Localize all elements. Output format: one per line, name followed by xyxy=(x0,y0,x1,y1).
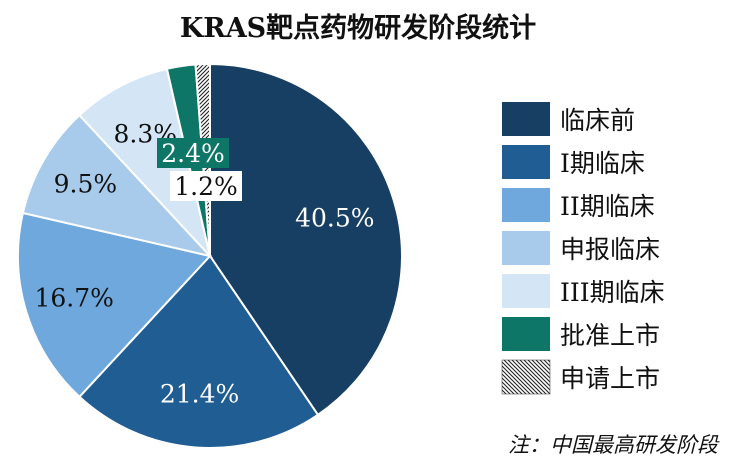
legend-label-4: 申报临床 xyxy=(560,235,660,264)
legend-label-1: 临床前 xyxy=(560,106,635,135)
pie-slice-4 xyxy=(21,113,213,258)
pie-label-box-6 xyxy=(157,138,229,168)
chart-note: 注：中国最高研发阶段 xyxy=(508,433,720,457)
pie-label-4: 9.5% xyxy=(54,170,118,199)
legend-label-2: I期临床 xyxy=(560,149,645,178)
pie-label-1: 40.5% xyxy=(295,203,374,232)
pie-label-6: 2.4% xyxy=(161,139,225,168)
legend-swatch-6 xyxy=(502,317,550,351)
legend-swatch-2 xyxy=(502,145,550,179)
pie-label-box-7 xyxy=(170,171,242,201)
legend-swatch-3 xyxy=(502,188,550,222)
pie-slice-2 xyxy=(78,254,320,449)
legend-label-6: 批准上市 xyxy=(560,321,660,350)
pie-slice-1 xyxy=(209,62,403,417)
legend-label-3: II期临床 xyxy=(560,192,655,221)
legend-swatch-1 xyxy=(502,102,550,136)
legend-label-7: 申请上市 xyxy=(560,364,660,393)
legend-swatch-7 xyxy=(501,359,551,395)
legend-swatch-4 xyxy=(502,231,550,265)
pie-labels: 40.5%21.4%16.7%9.5%8.3%2.4%1.2% xyxy=(34,120,374,409)
pie-label-3: 16.7% xyxy=(34,284,113,313)
pie-label-2: 21.4% xyxy=(160,380,239,409)
pie-label-7: 1.2% xyxy=(174,172,238,201)
legend-swatch-5 xyxy=(502,274,550,308)
chart-title: KRAS靶点药物研发阶段统计 xyxy=(180,12,536,44)
legend-label-5: III期临床 xyxy=(560,278,665,307)
pie-slice-3 xyxy=(17,211,212,399)
pie-slices xyxy=(17,62,403,449)
